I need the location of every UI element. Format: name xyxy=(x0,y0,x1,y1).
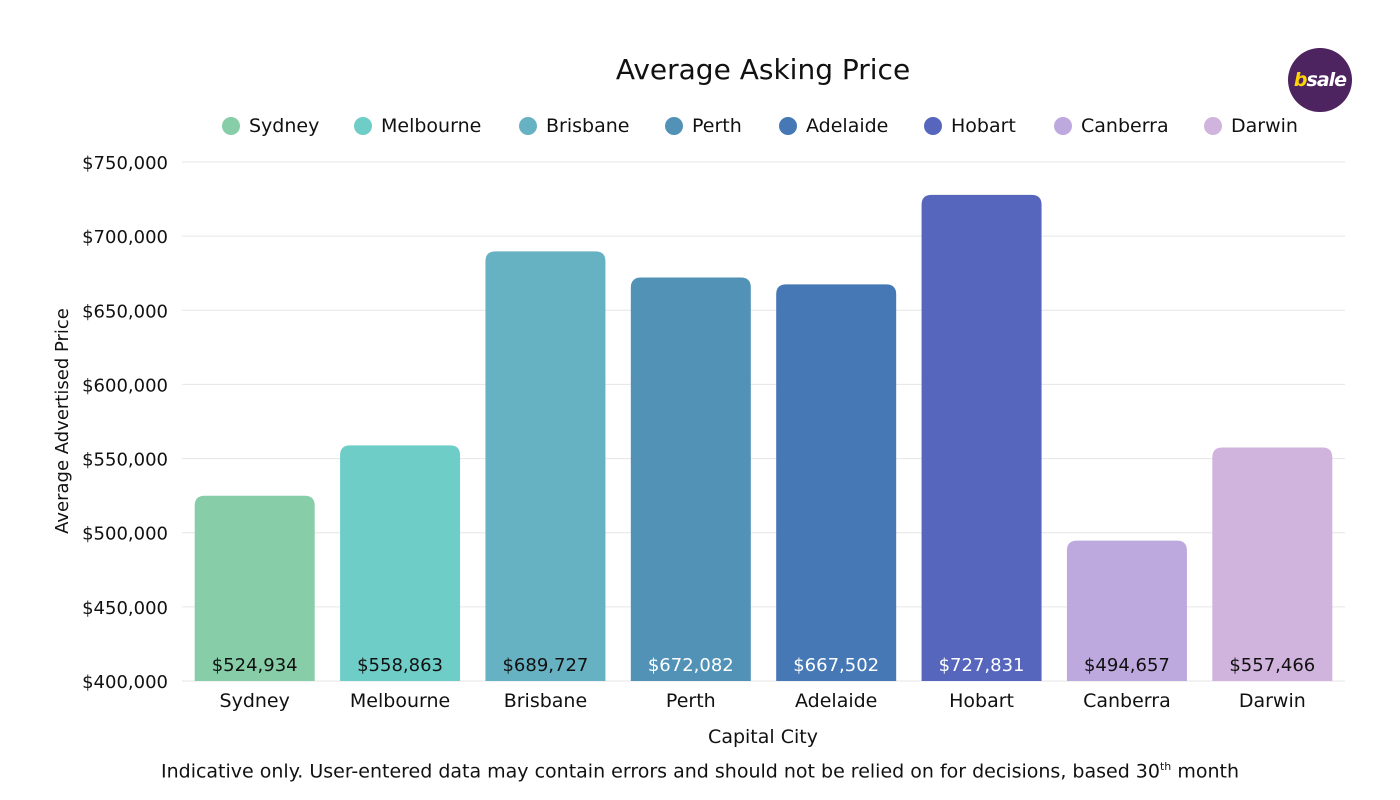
data-label-brisbane: $689,727 xyxy=(502,655,588,676)
bar-perth xyxy=(630,277,751,681)
legend-marker-canberra xyxy=(1054,117,1072,135)
bar-darwin xyxy=(1212,447,1333,681)
bsale-logo: b sale xyxy=(1288,48,1352,112)
y-tick-label: $450,000 xyxy=(82,598,168,619)
y-tick-label: $750,000 xyxy=(82,153,168,174)
legend-marker-adelaide xyxy=(779,117,797,135)
legend-marker-brisbane xyxy=(519,117,537,135)
legend-label-sydney: Sydney xyxy=(249,115,319,137)
bar-adelaide xyxy=(776,284,897,681)
legend-marker-perth xyxy=(665,117,683,135)
legend-label-adelaide: Adelaide xyxy=(806,115,888,137)
y-axis-label: Average Advertised Price xyxy=(52,308,73,534)
y-tick-label: $650,000 xyxy=(82,301,168,322)
legend-label-brisbane: Brisbane xyxy=(546,115,629,137)
data-label-sydney: $524,934 xyxy=(212,655,298,676)
legend-label-hobart: Hobart xyxy=(951,115,1016,137)
legend-label-canberra: Canberra xyxy=(1081,115,1169,137)
footnote-sup: th xyxy=(1159,760,1172,773)
data-label-perth: $672,082 xyxy=(648,655,734,676)
legend-marker-darwin xyxy=(1204,117,1222,135)
x-tick-label: Sydney xyxy=(220,690,290,712)
bar-canberra xyxy=(1066,540,1187,681)
y-tick-label: $550,000 xyxy=(82,450,168,471)
legend-label-darwin: Darwin xyxy=(1231,115,1298,137)
x-tick-label: Adelaide xyxy=(795,690,877,712)
data-label-adelaide: $667,502 xyxy=(793,655,879,676)
data-label-melbourne: $558,863 xyxy=(357,655,443,676)
data-label-canberra: $494,657 xyxy=(1084,655,1170,676)
footnote-text: Indicative only. User-entered data may c… xyxy=(160,760,1160,783)
footnote: Indicative only. User-entered data may c… xyxy=(0,760,1400,782)
x-axis-label: Capital City xyxy=(708,726,818,748)
x-tick-label: Brisbane xyxy=(504,690,587,712)
bar-sydney xyxy=(194,495,315,681)
y-tick-label: $500,000 xyxy=(82,524,168,545)
bar-melbourne xyxy=(340,445,461,681)
x-tick-label: Perth xyxy=(666,690,716,712)
x-tick-label: Hobart xyxy=(949,690,1014,712)
y-tick-label: $400,000 xyxy=(82,672,168,693)
bar-hobart xyxy=(921,194,1042,681)
footnote-suffix: month xyxy=(1171,760,1239,783)
chart-title: Average Asking Price xyxy=(616,53,910,86)
legend-label-melbourne: Melbourne xyxy=(381,115,481,137)
x-tick-label: Melbourne xyxy=(350,690,450,712)
y-tick-label: $600,000 xyxy=(82,375,168,396)
data-label-darwin: $557,466 xyxy=(1229,655,1315,676)
x-tick-label: Canberra xyxy=(1083,690,1171,712)
bar-brisbane xyxy=(485,251,606,681)
legend-marker-melbourne xyxy=(354,117,372,135)
data-label-hobart: $727,831 xyxy=(939,655,1025,676)
legend-marker-hobart xyxy=(924,117,942,135)
legend-label-perth: Perth xyxy=(692,115,742,137)
legend-marker-sydney xyxy=(222,117,240,135)
y-tick-label: $700,000 xyxy=(82,227,168,248)
x-tick-label: Darwin xyxy=(1239,690,1306,712)
